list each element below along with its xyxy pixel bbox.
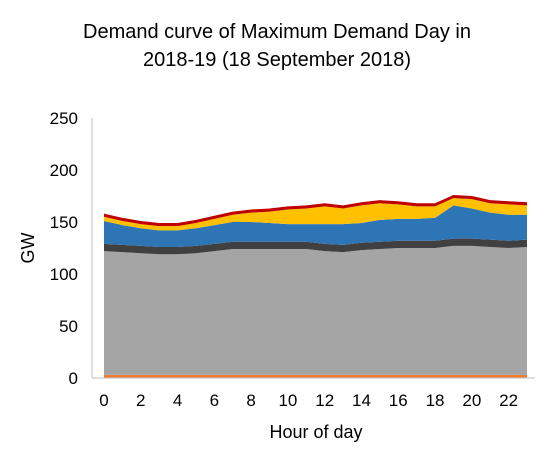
- x-tick-label: 6: [210, 391, 219, 410]
- tick-labels: 0 50 100 150 200 250 0 2 4 6 8 10 12 14 16 18 20 22: [50, 109, 518, 410]
- chart-title-line-2: 2018-19 (18 September 2018): [143, 49, 411, 71]
- x-tick-label: 4: [173, 391, 182, 410]
- y-tick-label: 150: [50, 213, 78, 232]
- y-axis-label: GW: [18, 232, 38, 263]
- area-series-5: [104, 198, 527, 231]
- area-series-1: [104, 374, 527, 378]
- x-tick-label: 10: [278, 391, 297, 410]
- x-tick-label: 22: [499, 391, 518, 410]
- x-tick-label: 20: [462, 391, 481, 410]
- y-tick-label: 250: [50, 109, 78, 128]
- y-tick-label: 50: [59, 317, 78, 336]
- x-tick-label: 8: [246, 391, 255, 410]
- area-series-4: [104, 205, 527, 247]
- y-tick-label: 100: [50, 265, 78, 284]
- x-tick-label: 2: [136, 391, 145, 410]
- area-series-layer: [104, 194, 527, 378]
- x-tick-label: 18: [426, 391, 445, 410]
- x-tick-label: 0: [99, 391, 108, 410]
- y-tick-label: 200: [50, 161, 78, 180]
- x-tick-label: 16: [389, 391, 408, 410]
- area-series-6: [104, 194, 527, 227]
- area-series-2: [104, 245, 527, 375]
- x-tick-label: 12: [315, 391, 334, 410]
- axes: [91, 118, 535, 379]
- y-tick-label: 0: [69, 369, 78, 388]
- chart-title-line-1: Demand curve of Maximum Demand Day in: [83, 21, 471, 43]
- area-series-3: [104, 238, 527, 255]
- x-tick-label: 14: [352, 391, 371, 410]
- x-axis-label: Hour of day: [269, 422, 362, 442]
